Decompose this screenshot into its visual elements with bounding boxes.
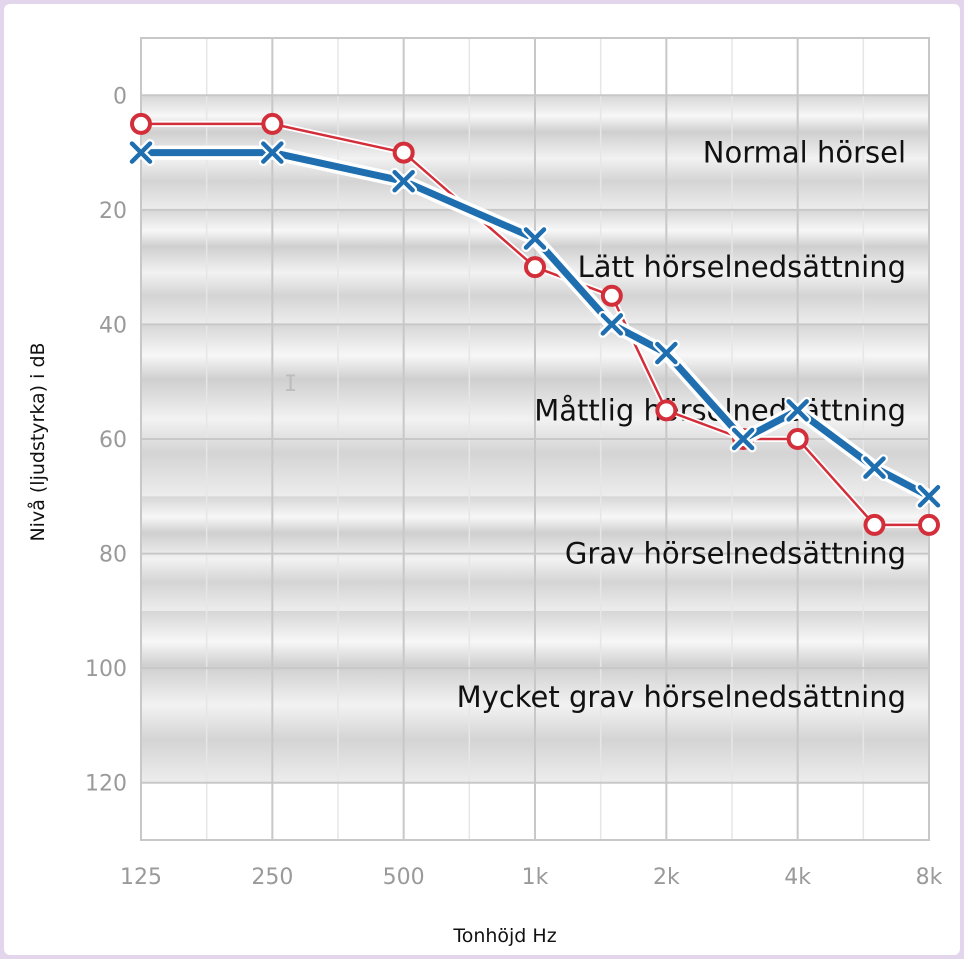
series-0-point-0 xyxy=(130,112,152,135)
series-1-point-6 xyxy=(729,425,757,453)
x-tick-label-0: 125 xyxy=(120,865,162,890)
series-1-point-3 xyxy=(521,225,549,252)
series-0-point-4 xyxy=(600,284,623,307)
chart-panel: Normal hörsel Lätt hörselnedsättning Måttl… xyxy=(4,4,960,955)
x-tick-label-5: 4k xyxy=(784,865,811,890)
y-tick-label-5: 100 xyxy=(85,657,127,682)
series-0-point-9 xyxy=(918,513,940,536)
series-1-point-9 xyxy=(915,482,943,510)
series-1-point-4 xyxy=(598,310,626,338)
y-tick-label-1: 20 xyxy=(99,199,127,224)
band-label-3: Grav hörselnedsättning xyxy=(565,537,906,571)
text-cursor-icon: I xyxy=(284,372,298,397)
band-label-4: Mycket grav hörselnedsättning xyxy=(457,680,906,714)
y-axis-title: Nivå (ljudstyrka) i dB xyxy=(26,342,49,541)
y-tick-label-3: 60 xyxy=(99,428,127,453)
series-1-point-2 xyxy=(390,167,418,195)
series-1-point-0 xyxy=(127,139,155,167)
series xyxy=(127,112,943,536)
series-0-point-5 xyxy=(655,399,678,422)
series-0-line xyxy=(141,122,929,527)
series-0-point-2 xyxy=(392,141,415,164)
series-1-point-1 xyxy=(258,139,286,167)
plot-border xyxy=(140,37,930,841)
x-tick-label-4: 2k xyxy=(653,865,680,890)
series-1-point-7 xyxy=(784,396,812,424)
series-0-point-8 xyxy=(863,513,886,536)
y-tick-label-2: 40 xyxy=(99,313,127,338)
x-tick-label-1: 250 xyxy=(251,865,293,890)
x-axis-title: Tonhöjd Hz xyxy=(452,925,556,947)
tick-labels: 0 20 40 60 80 100 120 125 250 500 1k 2k 4k 8k xyxy=(85,84,943,890)
series-0-point-3 xyxy=(524,256,546,279)
y-tick-label-0: 0 xyxy=(113,84,127,109)
x-tick-label-3: 1k xyxy=(522,865,549,890)
series-0-point-1 xyxy=(261,112,284,135)
series-1-line xyxy=(141,149,931,500)
x-tick-label-6: 8k xyxy=(916,865,943,890)
y-tick-label-6: 120 xyxy=(85,772,127,797)
series-0-point-7 xyxy=(786,428,809,450)
series-1-point-8 xyxy=(860,454,888,482)
band-label-0: Normal hörsel xyxy=(703,136,906,170)
series-1-point-5 xyxy=(652,339,680,367)
y-tick-label-4: 80 xyxy=(99,543,127,568)
x-tick-label-2: 500 xyxy=(383,865,425,890)
band-label-1: Lätt hörselnedsättning xyxy=(578,250,906,284)
